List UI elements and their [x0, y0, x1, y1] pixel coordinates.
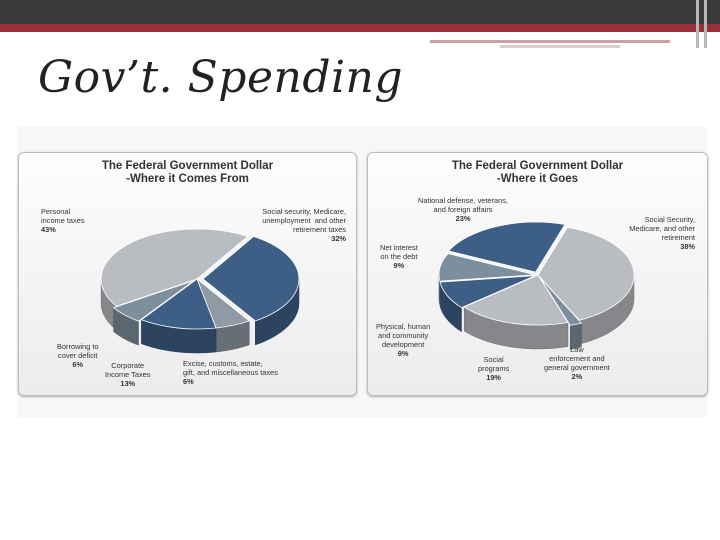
label-text: Social Security, Medicare, and other ret…	[629, 215, 695, 242]
slice-label-excise: Excise, customs, estate, gift, and misce…	[183, 359, 278, 386]
slice-label-defense: National defense, veterans, and foreign …	[418, 196, 508, 223]
income-slice-1	[202, 236, 300, 322]
header-bar	[0, 0, 720, 24]
spending-slice-4	[439, 275, 536, 309]
chart-subtitle: -Where it Comes From	[126, 173, 249, 185]
chart-title: The Federal Government Dollar -Where it …	[368, 160, 707, 186]
slice-label-social-security: Social security, Medicare, unemployment …	[262, 207, 346, 243]
slice-label-law: Law enforcement and general government 2…	[544, 345, 610, 381]
accent-bar	[0, 24, 720, 32]
corner-accent	[696, 0, 699, 48]
chart-title: The Federal Government Dollar -Where it …	[19, 160, 356, 186]
label-value: 23%	[455, 214, 471, 223]
label-value: 6%	[72, 360, 84, 369]
label-text: Law enforcement and general government	[544, 345, 610, 372]
spending-slice-3	[463, 274, 569, 326]
income-slice-3	[140, 278, 217, 330]
spending-slice-5	[438, 253, 536, 282]
accent-stripe	[500, 45, 620, 48]
slice-label-borrowing: Borrowing to cover deficit 6%	[57, 342, 99, 369]
label-value: 43%	[41, 225, 56, 234]
slice-label-physical: Physical, human and community developmen…	[376, 322, 430, 358]
label-value: 6%	[183, 377, 194, 386]
slice-label-personal: Personal income taxes 43%	[41, 207, 85, 234]
spending-slice-1	[537, 226, 635, 321]
label-value: 13%	[120, 379, 136, 388]
chart-income-panel: The Federal Government Dollar -Where it …	[18, 152, 357, 396]
slice-label-social-security: Social Security, Medicare, and other ret…	[629, 215, 695, 251]
income-slice-4	[112, 280, 195, 322]
label-value: 9%	[397, 349, 409, 358]
label-text: Physical, human and community developmen…	[376, 322, 431, 349]
chart-title-text: The Federal Government Dollar	[451, 160, 624, 172]
chart-title-text: The Federal Government Dollar	[101, 160, 274, 172]
income-pie-chart	[100, 228, 300, 354]
label-text: Social security, Medicare, unemployment …	[262, 207, 346, 234]
slice-label-social-programs: Social programs 19%	[478, 355, 509, 382]
spending-slice-2	[539, 277, 583, 326]
label-value: 9%	[393, 261, 405, 270]
label-text: Personal income taxes	[41, 207, 85, 225]
label-value: 2%	[571, 372, 583, 381]
income-slice-0	[100, 228, 249, 307]
label-text: Excise, customs, estate, gift, and misce…	[183, 359, 278, 377]
slice-label-corporate: Corporate Income Taxes 13%	[105, 361, 150, 388]
chart-spending-panel: The Federal Government Dollar -Where it …	[367, 152, 708, 396]
accent-stripe	[430, 40, 670, 43]
label-value: 32%	[331, 234, 346, 243]
label-text: Social programs	[478, 355, 510, 373]
corner-accent	[704, 0, 707, 48]
label-text: Borrowing to cover deficit	[57, 342, 99, 360]
chart-subtitle: -Where it Goes	[496, 173, 579, 185]
label-value: 38%	[680, 242, 695, 251]
label-text: Net interest on the debt	[380, 243, 418, 261]
label-text: National defense, veterans, and foreign …	[418, 196, 508, 214]
spending-slice-0	[447, 221, 566, 273]
label-text: Corporate Income Taxes	[105, 361, 151, 379]
spending-pie-chart	[438, 221, 635, 350]
slice-label-interest: Net interest on the debt 9%	[380, 243, 418, 270]
label-value: 19%	[486, 373, 501, 382]
slide-title: Gov’t. Spending	[38, 52, 404, 103]
